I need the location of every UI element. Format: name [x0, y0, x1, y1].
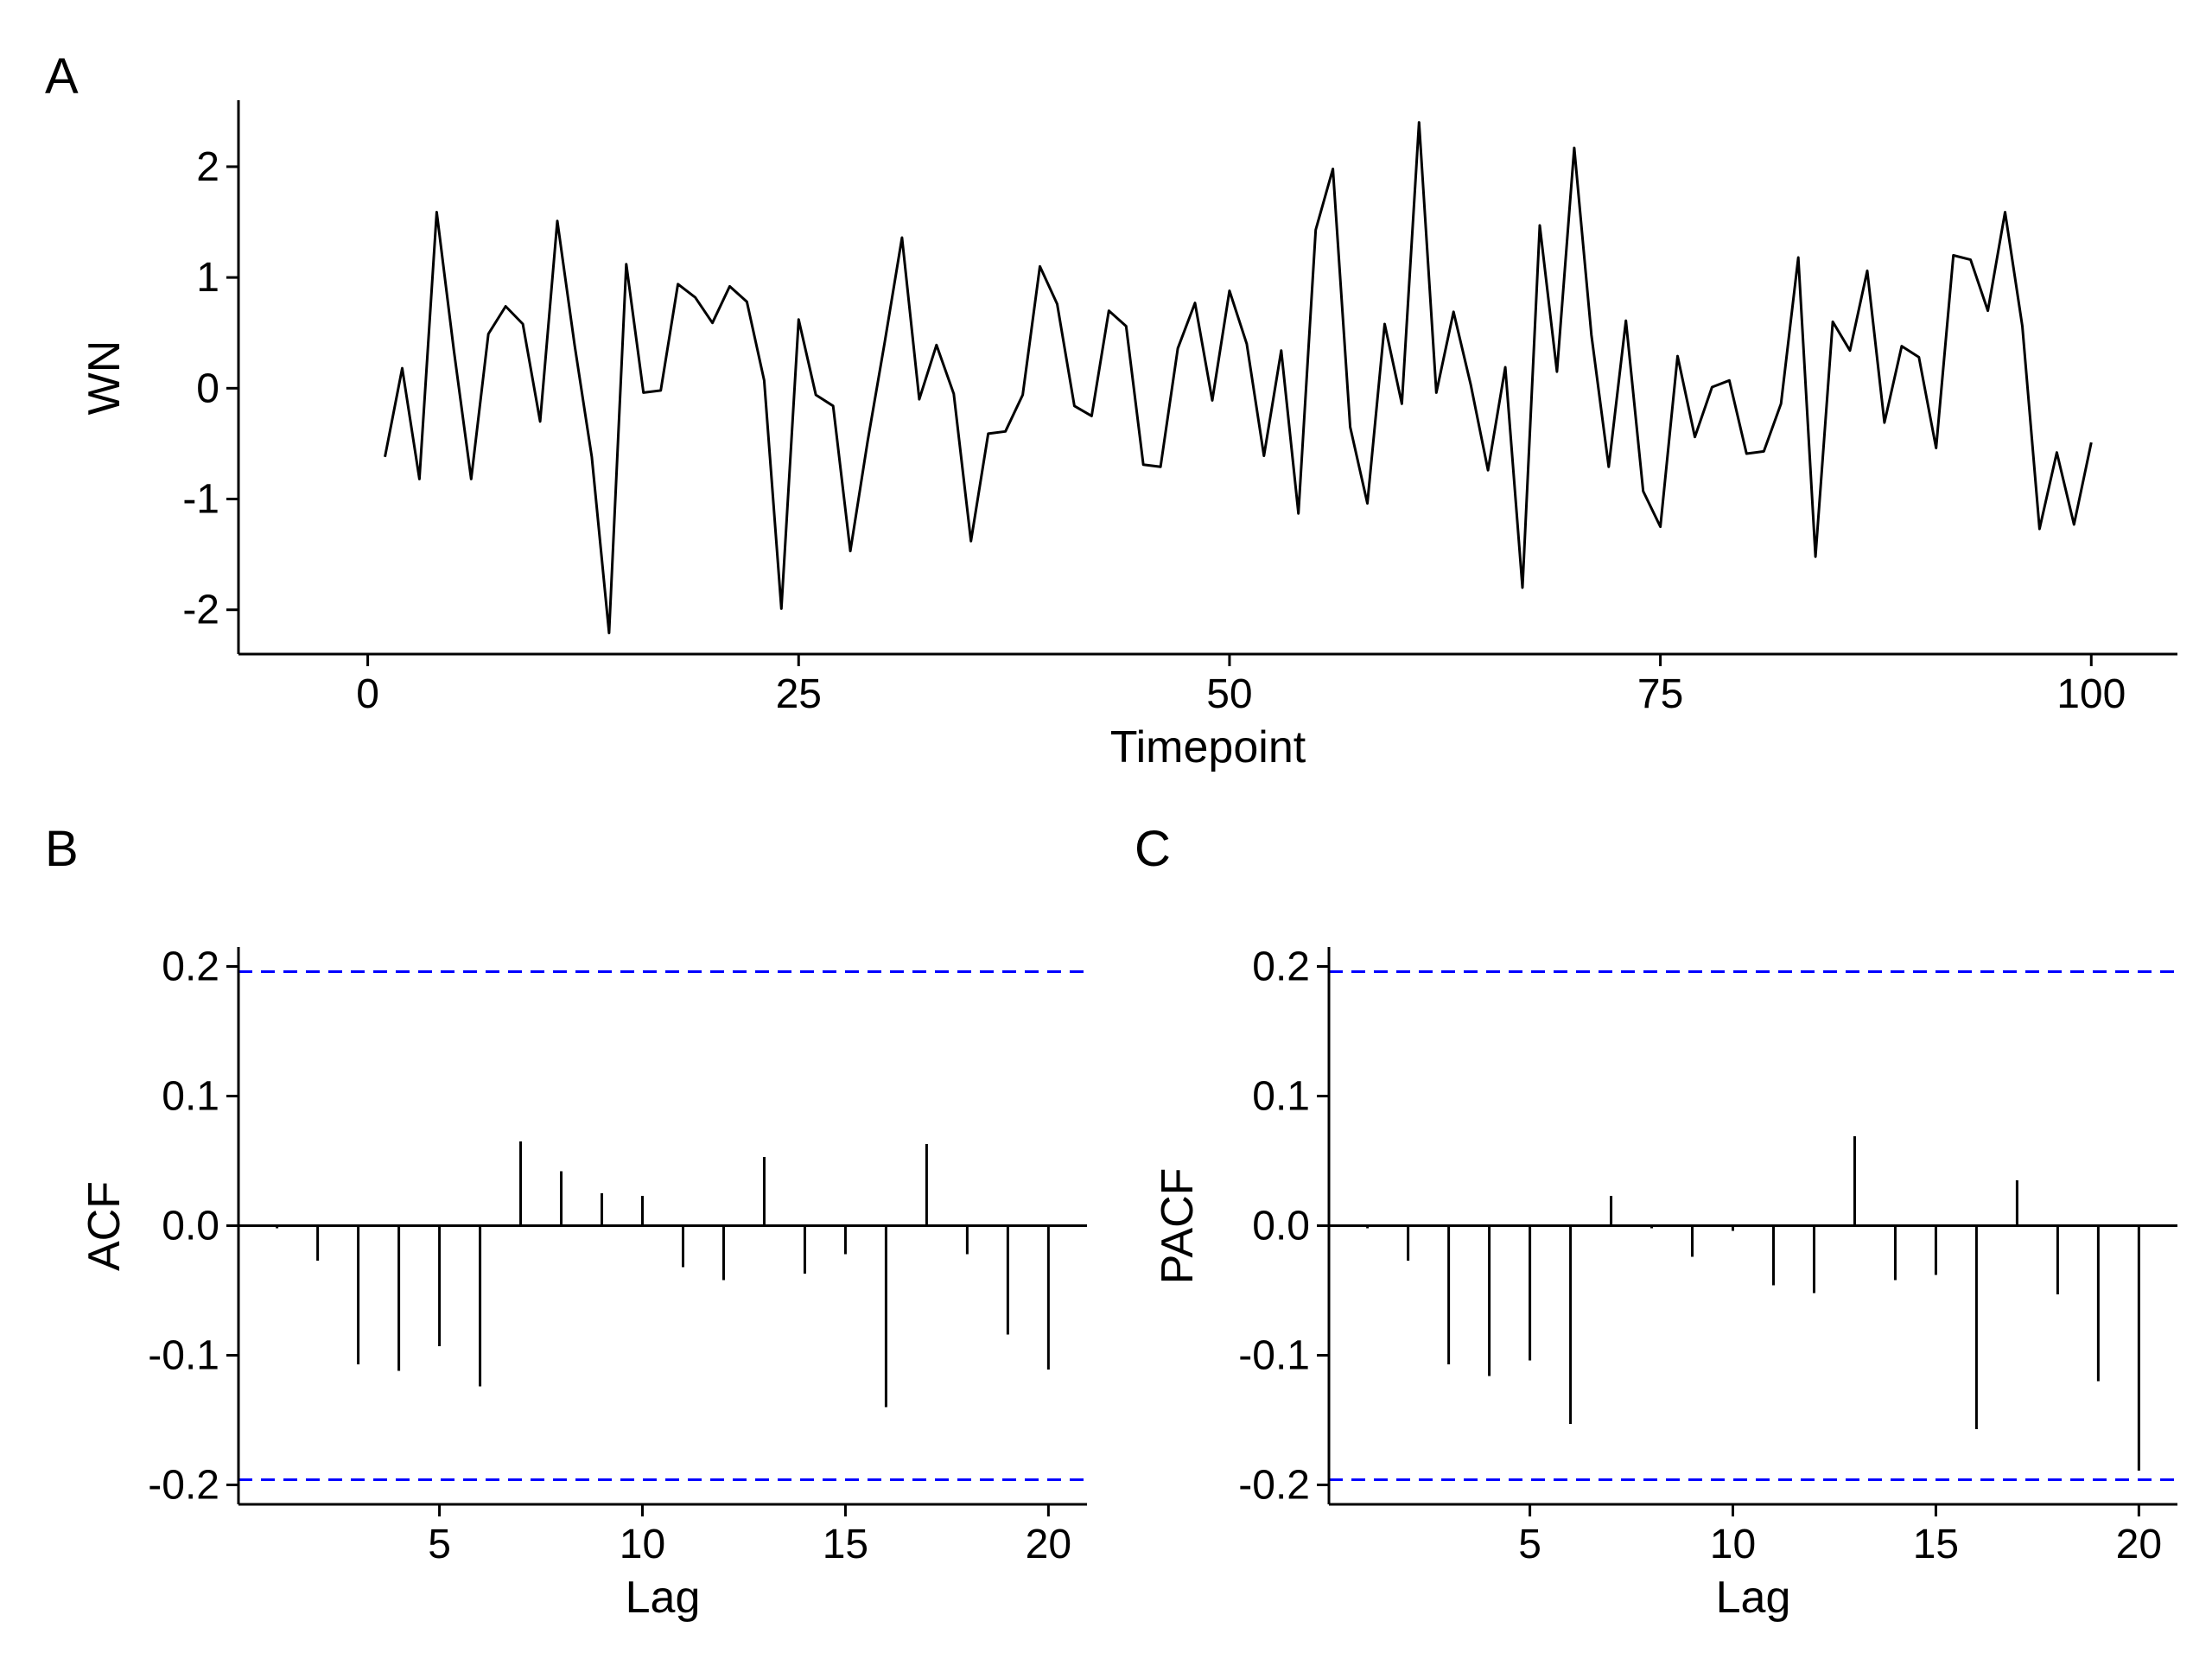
plot-c-y-tick-label: 0.2 — [1252, 944, 1310, 990]
plot-c-y-axis-title: PACF — [1153, 1168, 1203, 1285]
plot-a-y-axis-title: WN — [79, 340, 130, 416]
plot-b-x-tick-label: 20 — [1026, 1522, 1071, 1567]
plot-c-y-tick-label: -0.1 — [1238, 1333, 1310, 1379]
plot-c-x-tick-label: 5 — [1518, 1522, 1541, 1567]
plot-c-y-tick-label: 0.0 — [1252, 1204, 1310, 1249]
plot-b-marks: 5 10 15 20 -0.2 -0.1 0.0 0.1 0.2 — [148, 944, 1087, 1567]
plot-c-x-tick-label: 10 — [1710, 1522, 1756, 1567]
plot-b-x-tick-label: 10 — [620, 1522, 665, 1567]
plot-a-x-axis-title: Timepoint — [1110, 722, 1306, 772]
plot-c-x-axis-title: Lag — [1716, 1573, 1791, 1623]
plot-a-y-tick-label: 0 — [196, 365, 219, 411]
plot-b-y-tick-label: 0.1 — [162, 1074, 219, 1120]
plot-b-x-axis-title: Lag — [626, 1573, 701, 1623]
plot-b-y-axis-title: ACF — [79, 1181, 130, 1271]
wn-series-line — [384, 121, 2093, 635]
plot-a-y-tick-label: 2 — [196, 144, 219, 190]
plot-c-x-tick-label: 15 — [1913, 1522, 1959, 1567]
plot-c-marks: 5 10 15 20 -0.2 -0.1 0.0 0.1 0.2 — [1238, 944, 2177, 1567]
plot-b-y-tick-label: -0.1 — [148, 1333, 219, 1379]
plot-c-y-tick-label: 0.1 — [1252, 1074, 1310, 1120]
plot-a-x-tick-label: 0 — [356, 671, 379, 717]
plot-b-x-tick-label: 5 — [428, 1522, 451, 1567]
plot-b-x-tick-label: 15 — [823, 1522, 868, 1567]
plot-a-y-tick-label: 1 — [196, 255, 219, 301]
plot-b-y-tick-label: 0.0 — [162, 1204, 219, 1249]
plot-a-x-tick-label: 100 — [2056, 671, 2126, 717]
plot-b-y-tick-label: 0.2 — [162, 944, 219, 990]
plot-a-y-tick-label: -1 — [182, 477, 219, 523]
panel-a-tag: A — [45, 48, 79, 105]
panel-c-tag: C — [1135, 821, 1171, 877]
plot-c-x-tick-label: 20 — [2116, 1522, 2162, 1567]
panel-a: A 0 25 50 75 100 -2 -1 0 1 2 WN Timepoint — [45, 48, 2177, 772]
panel-c: C 5 10 15 20 -0.2 -0.1 0.0 0.1 0.2 PACF Lag — [1135, 821, 2177, 1623]
panel-b-tag: B — [45, 821, 79, 877]
plot-c-y-tick-label: -0.2 — [1238, 1463, 1310, 1509]
plot-a-x-tick-label: 75 — [1637, 671, 1683, 717]
panel-b: B 5 10 15 20 -0.2 -0.1 0.0 0.1 0.2 ACF Lag — [45, 821, 1087, 1623]
plot-a-x-tick-label: 25 — [776, 671, 822, 717]
plot-a-marks: 0 25 50 75 100 -2 -1 0 1 2 — [182, 121, 2126, 717]
plot-b-y-tick-label: -0.2 — [148, 1463, 219, 1509]
plot-a-y-tick-label: -2 — [182, 588, 219, 633]
plot-a-x-tick-label: 50 — [1206, 671, 1252, 717]
